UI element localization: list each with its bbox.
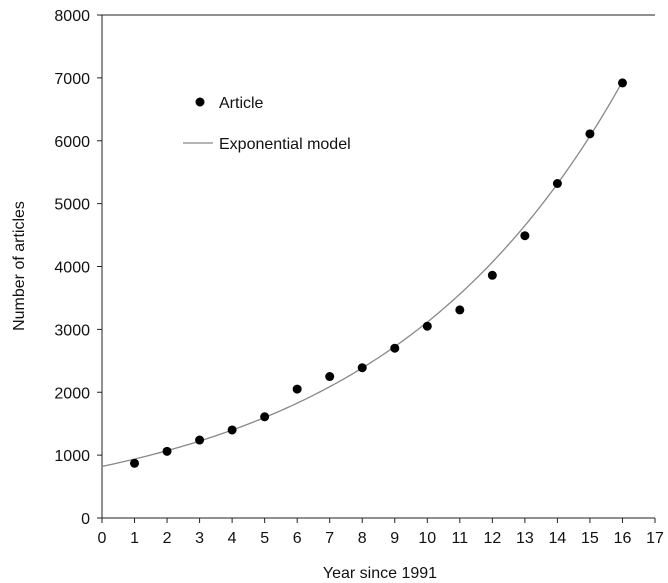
article-point — [130, 458, 140, 468]
article-point — [390, 343, 400, 353]
x-tick-label: 5 — [260, 530, 269, 547]
y-tick-label: 3000 — [54, 322, 90, 339]
x-tick-label: 0 — [98, 530, 107, 547]
article-point — [325, 372, 335, 382]
y-tick-label: 7000 — [54, 71, 90, 88]
article-point — [357, 363, 367, 373]
x-tick-label: 14 — [549, 530, 567, 547]
legend: Article Exponential model — [183, 95, 351, 153]
x-tick-label: 15 — [581, 530, 599, 547]
article-point — [162, 446, 172, 456]
x-tick-label: 12 — [483, 530, 501, 547]
article-point — [520, 231, 530, 241]
article-point — [422, 321, 432, 331]
y-tick-label: 6000 — [54, 134, 90, 151]
axis-frame — [101, 14, 655, 519]
article-point — [617, 78, 627, 88]
x-tick-label: 7 — [325, 530, 334, 547]
plot-area: 0 1 2 3 4 5 6 7 8 9 10 11 12 13 14 15 16 17 0100020003000… — [54, 8, 664, 547]
x-tick-label: 1 — [130, 530, 139, 547]
x-tick-label: 9 — [390, 530, 399, 547]
article-points — [130, 78, 627, 468]
legend-label-exponential-model: Exponential model — [219, 136, 351, 153]
x-tick-label: 13 — [516, 530, 534, 547]
x-tick-label: 6 — [293, 530, 302, 547]
article-point — [260, 412, 270, 422]
article-point — [487, 270, 497, 280]
legend-marker-article — [195, 97, 205, 107]
x-tick-label: 8 — [358, 530, 367, 547]
x-tick-label: 10 — [418, 530, 436, 547]
y-tick-label: 1000 — [54, 448, 90, 465]
y-tick-label: 8000 — [54, 8, 90, 25]
article-point — [552, 179, 562, 189]
x-tick-label: 16 — [614, 530, 632, 547]
x-tick-label: 17 — [646, 530, 664, 547]
y-axis-title: Number of articles — [11, 201, 28, 331]
y-axis: 0 1000 2000 3000 4000 5000 6000 7000 8000 — [54, 8, 102, 528]
y-tick-label: 4000 — [54, 260, 90, 277]
x-tick-label: 4 — [228, 530, 237, 547]
y-tick-label: 0 — [81, 511, 90, 528]
article-point — [227, 425, 237, 435]
x-tick-label: 2 — [163, 530, 172, 547]
x-axis: 0 1 2 3 4 5 6 7 8 9 10 11 12 13 14 15 16 17 — [98, 518, 664, 547]
article-point — [455, 305, 465, 315]
exponential-model-line — [101, 81, 624, 468]
x-tick-label: 3 — [195, 530, 204, 547]
article-point — [195, 435, 205, 445]
x-axis-title: Year since 1991 — [323, 565, 437, 582]
legend-label-article: Article — [219, 95, 264, 112]
x-tick-label: 11 — [452, 530, 469, 547]
y-tick-label: 2000 — [54, 385, 90, 402]
article-point — [292, 384, 302, 394]
article-point — [585, 129, 595, 139]
y-tick-label: 5000 — [54, 197, 90, 214]
